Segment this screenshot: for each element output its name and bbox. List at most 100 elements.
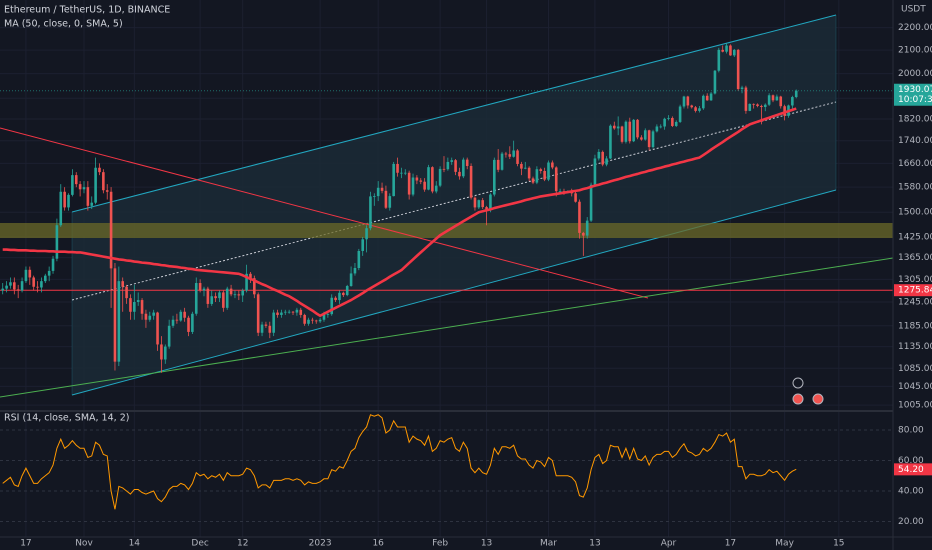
candle-body xyxy=(446,161,450,170)
candle-body xyxy=(71,175,74,195)
candle-body xyxy=(9,282,12,286)
candle-body xyxy=(86,187,90,206)
candle-body xyxy=(403,172,407,174)
candle-body xyxy=(624,121,628,142)
candle-body xyxy=(214,296,217,299)
y-tick-label: 1580.00 xyxy=(898,183,932,193)
candle-body xyxy=(756,104,759,106)
candle-body xyxy=(82,187,86,190)
candle-body xyxy=(345,286,349,296)
level-label: 1275.84 xyxy=(898,286,932,296)
candle-body xyxy=(582,232,585,236)
candle-body xyxy=(353,268,357,274)
candle-body xyxy=(547,162,550,180)
candle-body xyxy=(156,312,159,345)
candle-body xyxy=(736,49,740,90)
x-tick-label: Mar xyxy=(540,539,557,549)
y-tick-label: 1365.00 xyxy=(898,253,932,263)
candle-body xyxy=(473,197,477,208)
candle-body xyxy=(415,177,419,181)
candle-body xyxy=(593,158,597,185)
candle-body xyxy=(659,126,663,128)
y-tick-label: 1425.00 xyxy=(898,232,932,242)
plot xyxy=(0,43,893,510)
candle-body xyxy=(256,294,260,333)
candle-body xyxy=(117,281,121,362)
candle-body xyxy=(249,273,252,279)
candle-body xyxy=(129,298,132,312)
candle-body xyxy=(767,95,771,105)
candle-body xyxy=(419,180,423,182)
candle-body xyxy=(140,300,144,314)
candle-body xyxy=(365,228,368,240)
chart-title: Ethereum / TetherUS, 1D, BINANCE xyxy=(4,5,170,16)
channel-mid xyxy=(71,101,837,301)
candle-body xyxy=(307,319,310,324)
candle-body xyxy=(163,346,167,360)
candle-body xyxy=(620,126,624,142)
candle-body xyxy=(500,153,504,170)
candle-body xyxy=(253,278,256,295)
candle-body xyxy=(136,300,140,302)
candle-body xyxy=(47,270,51,276)
candle-body xyxy=(311,319,314,321)
candle-body xyxy=(523,167,527,169)
candle-body xyxy=(396,163,399,173)
y-tick-label: 1820.00 xyxy=(898,115,932,125)
candle-body xyxy=(67,194,70,208)
candle-body xyxy=(605,158,608,165)
x-tick-label: 13 xyxy=(481,539,492,549)
rsi-tag xyxy=(894,463,932,476)
candle-body xyxy=(651,131,655,148)
candle-body xyxy=(171,319,175,326)
candle-body xyxy=(458,171,461,177)
candle-body xyxy=(125,286,128,299)
candle-body xyxy=(674,121,678,126)
x-tick-label: 2023 xyxy=(309,539,332,549)
candle-body xyxy=(543,170,546,180)
candle-body xyxy=(411,177,415,195)
x-tick-label: 14 xyxy=(129,539,141,549)
candle-body xyxy=(330,297,334,315)
candle-body xyxy=(469,165,473,198)
candle-body xyxy=(222,292,225,308)
candle-body xyxy=(578,201,581,233)
candle-body xyxy=(148,315,152,320)
candle-body xyxy=(423,181,426,190)
candle-body xyxy=(94,167,97,203)
candle-body xyxy=(133,301,136,312)
candle-body xyxy=(121,281,125,287)
x-tick-label: 17 xyxy=(725,539,736,549)
candle-body xyxy=(272,312,275,333)
candle-body xyxy=(558,191,562,192)
candle-body xyxy=(291,311,295,313)
y-tick-label: 1245.00 xyxy=(898,297,932,307)
y-tick-label: 1005.00 xyxy=(898,401,932,411)
candle-body xyxy=(198,283,202,291)
candle-body xyxy=(597,151,601,159)
candle-body xyxy=(43,275,47,282)
candle-body xyxy=(303,314,306,324)
candle-body xyxy=(74,175,78,185)
countdown-label: 10:07:31 xyxy=(898,95,932,105)
candle-body xyxy=(613,125,616,129)
candle-body xyxy=(465,159,469,166)
candle-body xyxy=(384,190,388,208)
candle-body xyxy=(485,207,488,210)
candle-body xyxy=(628,121,632,142)
candle-body xyxy=(210,296,214,304)
y-tick-label: 1085.00 xyxy=(898,364,932,374)
candle-body xyxy=(20,281,24,291)
last-price-label: 1930.07 xyxy=(898,85,932,95)
candle-body xyxy=(361,239,364,251)
rsi-label: RSI (14, close, SMA, 14, 2) xyxy=(4,413,129,424)
candle-body xyxy=(202,288,206,291)
candle-body xyxy=(24,269,28,282)
candle-body xyxy=(520,163,523,169)
candle-body xyxy=(183,311,186,318)
candle-body xyxy=(32,277,35,287)
candle-body xyxy=(380,187,384,191)
candle-body xyxy=(400,172,403,174)
candle-body xyxy=(705,95,709,101)
